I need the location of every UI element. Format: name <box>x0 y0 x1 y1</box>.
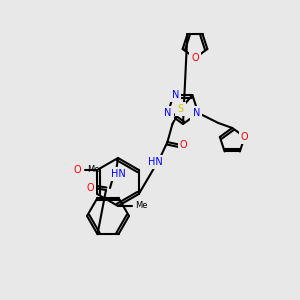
Text: HN: HN <box>111 169 125 179</box>
Text: N: N <box>193 108 200 118</box>
Text: O: O <box>191 53 199 63</box>
Text: O: O <box>180 140 187 150</box>
Text: O: O <box>74 165 81 175</box>
Text: N: N <box>172 90 179 100</box>
Text: HN: HN <box>148 157 163 167</box>
Text: O: O <box>86 183 94 193</box>
Text: S: S <box>177 104 184 114</box>
Text: O: O <box>241 132 248 142</box>
Text: N: N <box>164 108 172 118</box>
Text: Me: Me <box>135 202 148 211</box>
Text: Me: Me <box>87 166 100 175</box>
